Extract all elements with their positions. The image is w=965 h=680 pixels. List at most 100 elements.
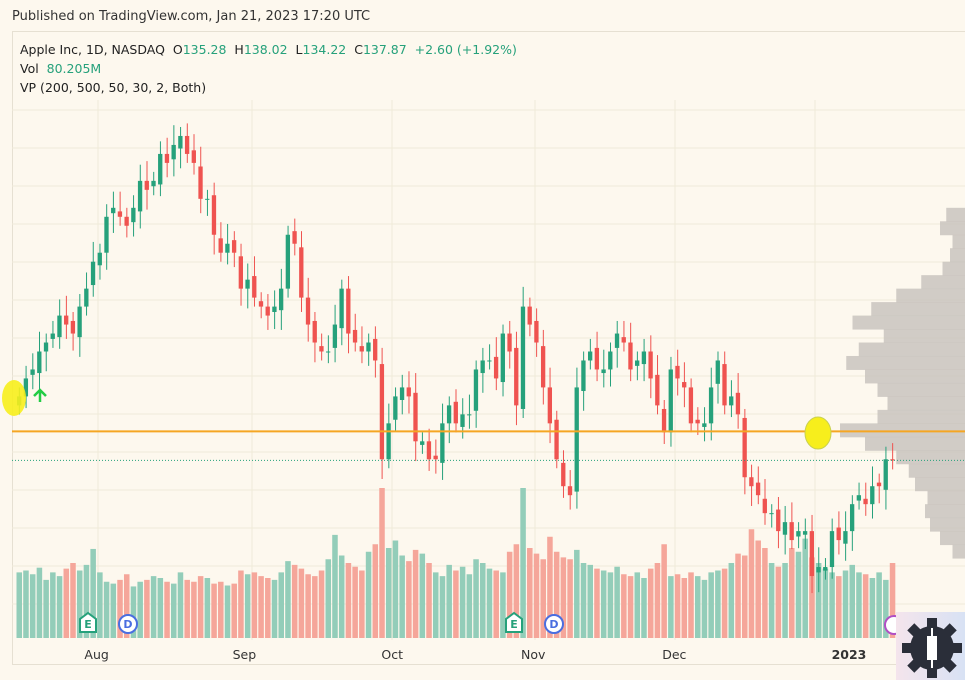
candle-body bbox=[285, 234, 291, 289]
candle-body bbox=[883, 459, 888, 490]
volume-profile-bar bbox=[858, 342, 965, 357]
candle-body bbox=[587, 351, 593, 361]
candle-body bbox=[158, 153, 163, 185]
candle-body bbox=[426, 441, 432, 460]
candle-body bbox=[540, 346, 546, 388]
candle-body bbox=[178, 135, 183, 149]
candle-body bbox=[37, 351, 42, 374]
volume-bar bbox=[365, 551, 372, 638]
volume-bar bbox=[856, 572, 862, 638]
volume-bar bbox=[130, 586, 137, 638]
volume-bar bbox=[144, 579, 150, 638]
symbol-label[interactable]: Apple Inc, 1D, NASDAQ bbox=[20, 42, 165, 57]
volume-profile-bar bbox=[950, 248, 965, 263]
candle-body bbox=[440, 423, 445, 463]
up-arrow-icon bbox=[33, 388, 47, 402]
chart-legend: Apple Inc, 1D, NASDAQ O135.28 H138.02 L1… bbox=[20, 40, 517, 97]
candle-body bbox=[43, 342, 49, 352]
volume-bar bbox=[218, 581, 224, 638]
volume-bar bbox=[110, 583, 117, 638]
candle-body bbox=[849, 504, 855, 532]
candle-body bbox=[90, 261, 96, 286]
volume-bar bbox=[493, 570, 499, 638]
candle-body bbox=[352, 329, 358, 343]
volume-bar bbox=[36, 567, 43, 638]
candle-body bbox=[191, 150, 196, 163]
candle-body bbox=[890, 459, 895, 461]
volume-profile-bar bbox=[846, 355, 965, 370]
volume-bar bbox=[876, 572, 882, 638]
volume-bar bbox=[412, 549, 419, 638]
candle-body bbox=[258, 301, 264, 307]
volume-profile-bar bbox=[915, 477, 965, 492]
candle-body bbox=[487, 360, 492, 362]
volume-profile-bar bbox=[921, 275, 965, 290]
candle-body bbox=[876, 482, 882, 487]
volume-profile-bar bbox=[877, 409, 965, 424]
volume-bar bbox=[500, 572, 506, 638]
volume-bar bbox=[426, 563, 432, 638]
candle-body bbox=[500, 333, 505, 383]
volume-profile-bar bbox=[946, 207, 965, 222]
volume-bar bbox=[197, 576, 204, 638]
volume-line: Vol 80.205M bbox=[20, 61, 102, 76]
volume-bar bbox=[815, 563, 822, 638]
volume-bar bbox=[29, 574, 36, 638]
volume-bar bbox=[789, 548, 795, 638]
volume-bar bbox=[50, 572, 56, 638]
volume-bar bbox=[123, 574, 130, 638]
volume-bar bbox=[150, 576, 157, 638]
volume-profile-bar bbox=[930, 517, 965, 532]
candle-body bbox=[225, 243, 230, 253]
candle-body bbox=[567, 486, 573, 496]
volume-bar bbox=[43, 579, 49, 638]
volume-bar bbox=[265, 578, 271, 638]
candle-body bbox=[467, 414, 472, 416]
candle-body bbox=[265, 306, 270, 316]
candle-body bbox=[702, 423, 707, 427]
candle-body bbox=[238, 256, 243, 289]
candle-body bbox=[198, 166, 203, 199]
candle-body bbox=[144, 180, 149, 190]
volume-bar bbox=[809, 557, 815, 638]
candle-body bbox=[211, 195, 217, 235]
volume-bar bbox=[567, 559, 573, 638]
earnings-marker-label: E bbox=[84, 618, 92, 631]
volume-profile-bar bbox=[952, 544, 965, 559]
volume-bar bbox=[23, 570, 29, 638]
volume-bar bbox=[701, 579, 708, 638]
volume-bar bbox=[103, 581, 110, 638]
volume-bar bbox=[56, 576, 63, 638]
candle-body bbox=[729, 396, 734, 406]
vp-line[interactable]: VP (200, 500, 50, 30, 2, Both) bbox=[20, 80, 207, 95]
volume-bar bbox=[849, 564, 855, 638]
candle-body bbox=[735, 392, 741, 415]
candle-body bbox=[628, 342, 633, 370]
candle-body bbox=[856, 495, 862, 501]
candle-body bbox=[205, 198, 210, 200]
candle-body bbox=[695, 419, 700, 424]
candle-body bbox=[675, 365, 680, 379]
volume-bar bbox=[278, 572, 285, 638]
volume-bar bbox=[137, 581, 143, 638]
volume-bar bbox=[466, 574, 473, 638]
volume-bar bbox=[836, 576, 842, 638]
candle-body bbox=[446, 405, 452, 424]
candle-body bbox=[137, 180, 143, 212]
volume-profile-bar bbox=[908, 463, 965, 478]
candle-body bbox=[399, 387, 405, 400]
volume-bar bbox=[715, 570, 721, 638]
volume-bar bbox=[312, 576, 318, 638]
candle-body bbox=[339, 288, 344, 329]
candle-body bbox=[655, 374, 660, 406]
volume-bar bbox=[204, 578, 211, 638]
candle-body bbox=[688, 387, 694, 424]
candle-body bbox=[648, 351, 653, 379]
volume-bar bbox=[157, 578, 164, 638]
candle-body bbox=[480, 360, 485, 374]
volume-profile-bar bbox=[925, 504, 965, 519]
candle-body bbox=[164, 153, 170, 163]
volume-bar bbox=[842, 570, 849, 638]
volume-bar bbox=[271, 579, 278, 638]
